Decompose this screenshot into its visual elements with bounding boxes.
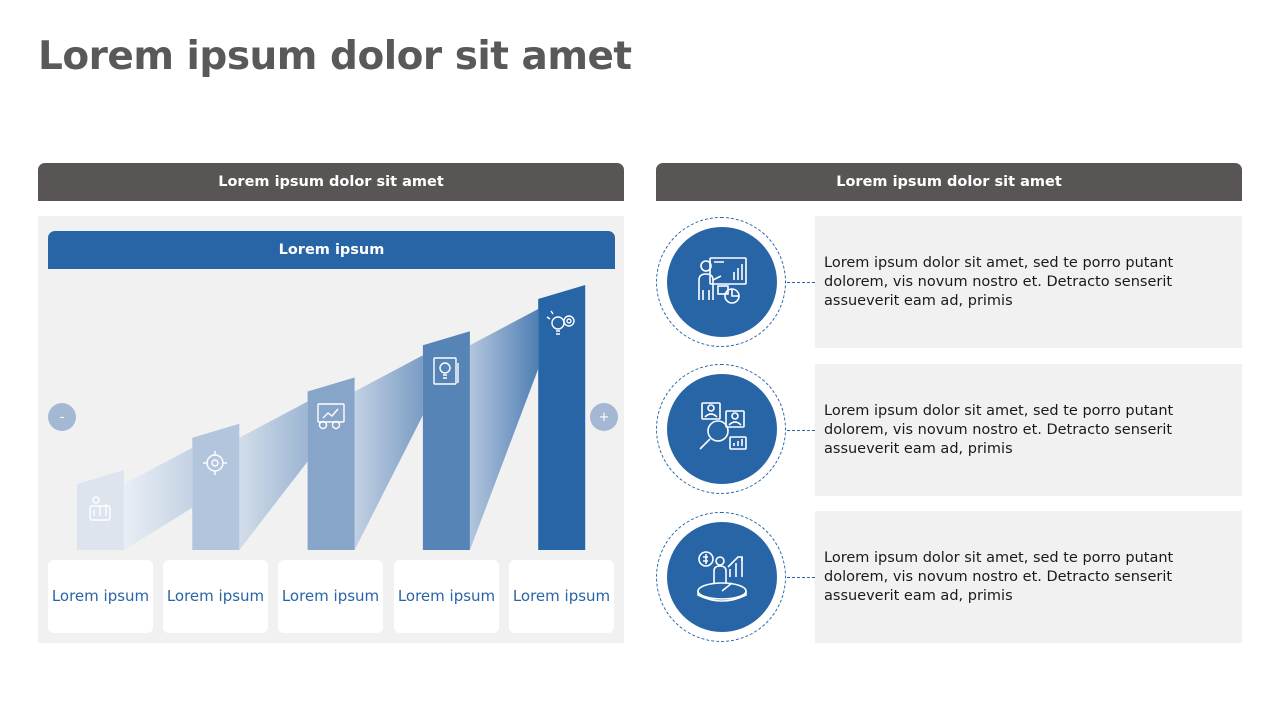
icon-circle — [667, 522, 777, 632]
growth-puzzle-icon — [89, 496, 111, 521]
idea-gear-icon — [203, 451, 227, 475]
icon-circle — [667, 374, 777, 484]
info-row: Lorem ipsum dolor sit amet, sed te porro… — [815, 364, 1242, 496]
step-label-card: Lorem ipsum — [278, 560, 383, 633]
icon-circle — [667, 227, 777, 337]
dashed-connector — [787, 577, 815, 578]
info-row: Lorem ipsum dolor sit amet, sed te porro… — [815, 216, 1242, 348]
idea-document-icon — [433, 357, 459, 385]
minus-button[interactable]: - — [48, 403, 76, 431]
step-bar — [307, 377, 355, 550]
info-row-text: Lorem ipsum dolor sit amet, sed te porro… — [824, 402, 1174, 457]
dashed-connector — [787, 430, 815, 431]
step-label-card: Lorem ipsum — [163, 560, 268, 633]
page-title: Lorem ipsum dolor sit amet — [38, 34, 632, 79]
dashed-ring — [656, 364, 786, 494]
chart-gears-icon — [317, 403, 345, 430]
dashed-connector — [787, 282, 815, 283]
step-bar — [538, 285, 586, 550]
lightbulb-gear-icon — [546, 310, 575, 335]
dashed-ring — [656, 217, 786, 347]
right-panel-header: Lorem ipsum dolor sit amet — [656, 163, 1242, 201]
step-ribbon — [239, 401, 308, 550]
info-row: Lorem ipsum dolor sit amet, sed te porro… — [815, 511, 1242, 643]
step-ribbon — [354, 355, 423, 550]
step-ribbon — [469, 309, 539, 550]
step-ribbon — [124, 447, 193, 550]
dashed-ring — [656, 512, 786, 642]
step-bar — [422, 331, 470, 550]
financial-growth-icon — [697, 551, 747, 602]
team-search-icon — [699, 402, 747, 450]
step-label-card: Lorem ipsum — [394, 560, 499, 633]
left-panel-header: Lorem ipsum dolor sit amet — [38, 163, 624, 201]
step-label-card: Lorem ipsum — [48, 560, 153, 633]
step-bar — [192, 423, 240, 550]
info-row-text: Lorem ipsum dolor sit amet, sed te porro… — [824, 254, 1174, 309]
plus-button[interactable]: + — [590, 403, 618, 431]
chart-subheader: Lorem ipsum — [48, 231, 615, 269]
info-row-text: Lorem ipsum dolor sit amet, sed te porro… — [824, 549, 1174, 604]
presentation-chart-icon — [698, 257, 747, 304]
step-label-card: Lorem ipsum — [509, 560, 614, 633]
